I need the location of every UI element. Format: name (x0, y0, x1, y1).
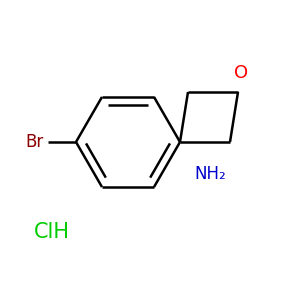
Text: ClH: ClH (34, 222, 70, 242)
Text: O: O (234, 64, 248, 82)
Text: NH₂: NH₂ (194, 165, 226, 183)
Text: Br: Br (26, 133, 44, 151)
